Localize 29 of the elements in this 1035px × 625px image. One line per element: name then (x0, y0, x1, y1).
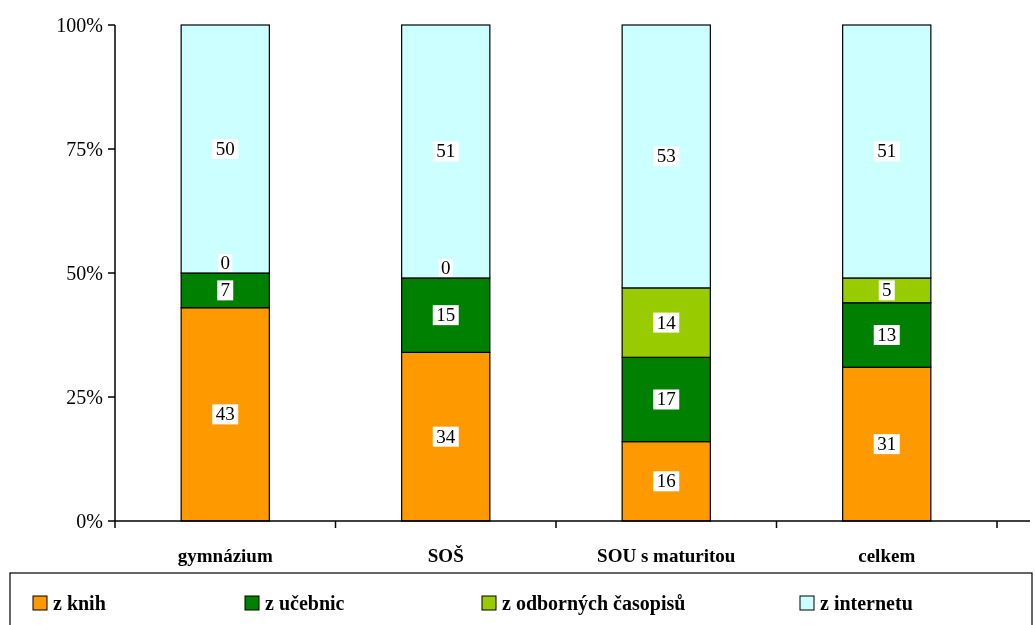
x-tick-label: SOU s maturitou (597, 545, 736, 566)
y-tick-label: 50% (66, 262, 103, 284)
data-label: 7 (220, 279, 230, 301)
annotation: 0 (220, 252, 230, 273)
annotation: 0 (441, 256, 451, 278)
x-tick-label: SOŠ (427, 545, 464, 566)
data-label: 17 (656, 388, 676, 410)
data-label: 51 (436, 140, 456, 162)
legend-label: z odborných časopisů (502, 592, 686, 615)
legend-label: z internetu (820, 592, 913, 614)
legend-label: z knih (53, 592, 106, 614)
x-tick-label: celkem (858, 545, 916, 566)
data-label: 5 (882, 279, 892, 301)
y-tick-label: 25% (66, 386, 103, 408)
y-tick-label: 0% (76, 510, 103, 532)
y-tick-label: 75% (66, 138, 103, 160)
data-label: 15 (436, 304, 456, 326)
x-tick-label: gymnázium (177, 545, 273, 566)
data-label: 14 (656, 311, 677, 333)
data-label: 50 (215, 138, 235, 159)
data-label: 16 (656, 470, 676, 492)
data-label: 53 (656, 145, 676, 167)
data-label: 43 (215, 403, 235, 425)
data-label: 31 (877, 433, 897, 455)
data-label: 13 (877, 324, 897, 345)
data-label: 51 (877, 140, 897, 162)
data-label: 34 (436, 425, 456, 447)
y-tick-label: 100% (56, 14, 103, 36)
legend-label: z učebnic (265, 592, 345, 614)
